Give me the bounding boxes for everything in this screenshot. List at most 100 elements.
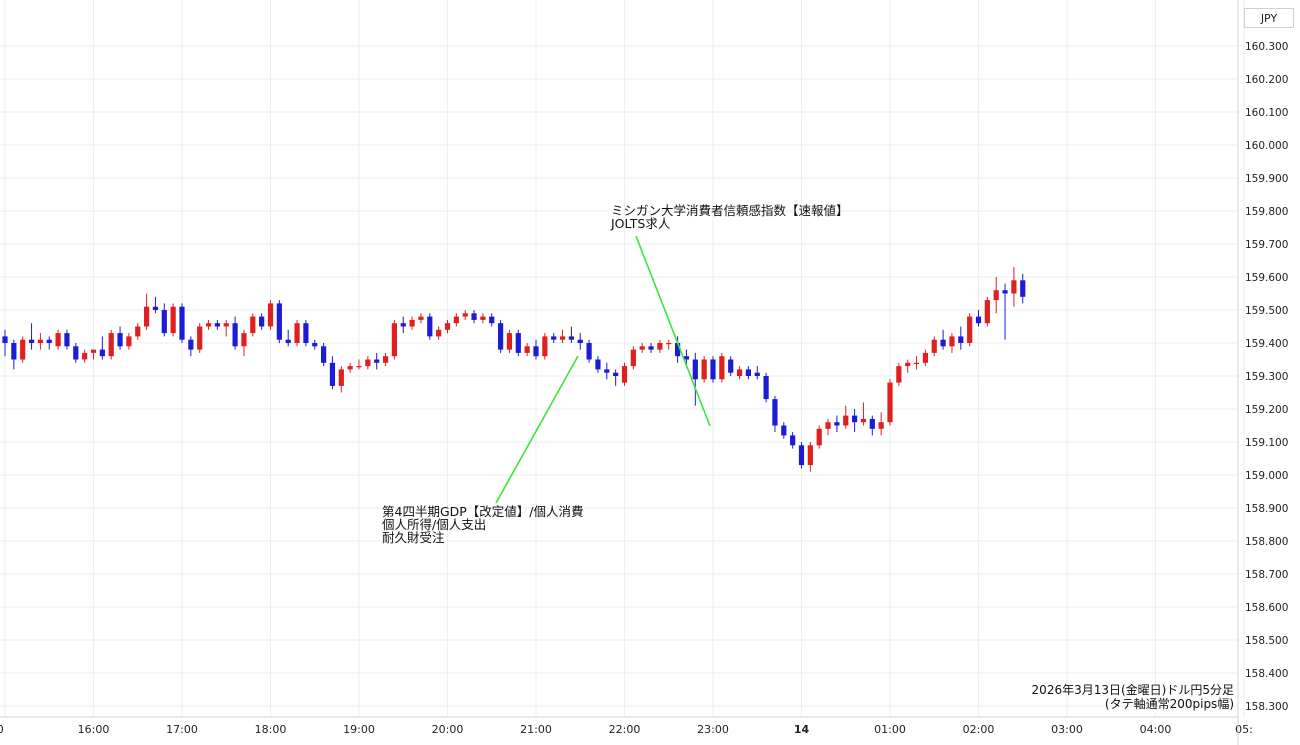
candle-body <box>444 323 451 330</box>
candle-body <box>356 366 362 368</box>
x-tick-label: 04:00 <box>1140 723 1172 736</box>
candle-body <box>639 346 645 350</box>
candle-body <box>967 316 973 343</box>
candle-body <box>1011 280 1017 294</box>
candle-body <box>524 346 530 353</box>
candle-body <box>506 333 513 350</box>
candle-body <box>276 303 282 340</box>
candle-body <box>869 418 875 429</box>
x-tick-label: 19:00 <box>343 723 375 736</box>
candle-body <box>692 359 698 380</box>
y-tick-label: 158.600 <box>1245 602 1288 614</box>
candle-body <box>816 428 822 446</box>
candle-body <box>462 313 468 317</box>
candle-body <box>329 362 336 386</box>
candle-body <box>630 349 636 367</box>
candle-body <box>64 333 70 347</box>
y-tick-label: 159.300 <box>1245 371 1288 383</box>
candle-body <box>427 316 433 337</box>
x-tick-label: 16:00 <box>78 723 110 736</box>
candle-body <box>559 336 566 340</box>
x-tick-label: 17:00 <box>166 723 198 736</box>
y-axis: 160.300 160.200 160.100 160.000 159.900 159.8… <box>1237 0 1288 745</box>
candle-body <box>852 415 858 423</box>
y-tick-label: 159.100 <box>1245 437 1288 449</box>
x-tick-label: 20:00 <box>432 723 464 736</box>
candle-body <box>312 343 318 347</box>
annotation-michigan-line1: ミシガン大学消費者信頼感指数【速報値】 <box>611 203 849 218</box>
candle-body <box>657 343 663 350</box>
x-axis: :00 16:00 17:00 18:00 19:00 20:00 21:00 22:00 23… <box>0 716 1253 736</box>
candle-body <box>170 306 176 334</box>
candle-body <box>303 323 309 343</box>
annotation-gdp-line2: 個人所得/個人支出 <box>382 517 487 532</box>
annotation-line-michigan <box>635 235 711 427</box>
y-tick-label: 159.900 <box>1245 173 1288 185</box>
annotation-lines <box>495 235 711 504</box>
candle-body <box>37 339 43 343</box>
candle-body <box>949 336 955 347</box>
candle-body <box>1020 280 1026 297</box>
annotation-michigan: ミシガン大学消費者信頼感指数【速報値】 JOLTS求人 <box>611 204 849 230</box>
candle-body <box>666 343 672 345</box>
candle-body <box>595 359 601 370</box>
candle-body <box>745 369 751 376</box>
candle-body <box>984 300 990 324</box>
candle-body <box>736 369 743 376</box>
candle-body <box>790 435 796 446</box>
candle-body <box>807 445 813 466</box>
chart-caption: 2026年3月13日(金曜日)ドル円5分足 (タテ軸通常200pips幅) <box>1032 683 1234 711</box>
x-tick-label: 18:00 <box>255 723 287 736</box>
candle-body <box>453 316 459 324</box>
candle-body <box>436 329 442 337</box>
annotation-gdp: 第4四半期GDP【改定値】/個人消費 個人所得/個人支出 耐久財受注 <box>382 505 584 544</box>
candle-body <box>285 339 291 343</box>
candle-body <box>365 359 371 367</box>
candle-body <box>241 333 247 347</box>
candle-body <box>577 339 583 343</box>
candle-body <box>90 349 97 353</box>
candle-body <box>205 323 212 327</box>
candle-body <box>860 418 867 423</box>
annotation-line-gdp <box>495 355 579 504</box>
candle-body <box>188 339 194 350</box>
candle-body <box>108 333 114 357</box>
candle-body <box>480 316 486 320</box>
caption-line2: (タテ軸通常200pips幅) <box>1104 697 1234 711</box>
y-tick-label: 160.300 <box>1245 41 1288 53</box>
candle-body <box>161 310 167 334</box>
y-tick-label: 160.100 <box>1245 107 1288 119</box>
y-tick-label: 159.500 <box>1245 305 1288 317</box>
y-tick-label: 158.700 <box>1245 569 1288 581</box>
x-tick-label: 03:00 <box>1051 723 1083 736</box>
candle-body <box>179 306 185 340</box>
candle-body <box>896 366 902 383</box>
candle-body <box>374 359 380 363</box>
candle-body <box>887 382 893 423</box>
candle-body <box>975 316 982 324</box>
currency-label[interactable]: JPY <box>1244 8 1294 28</box>
candle-body <box>913 362 920 364</box>
y-tick-label: 158.400 <box>1245 668 1288 680</box>
candle-body <box>46 339 52 343</box>
candle-body <box>471 313 477 320</box>
candle-body <box>825 422 831 429</box>
candle-body <box>621 366 628 383</box>
candle-body <box>993 290 999 301</box>
candle-body <box>391 323 397 357</box>
candle-body <box>754 372 760 376</box>
candle-body <box>197 326 203 350</box>
candle-body <box>905 362 911 367</box>
candle-body <box>382 356 389 363</box>
candle-body <box>347 366 353 370</box>
candle-body <box>232 323 238 347</box>
candle-body <box>772 399 778 426</box>
candle-body <box>489 316 495 324</box>
candle-body <box>28 339 35 343</box>
candle-body <box>55 333 61 347</box>
candle-body <box>498 323 504 350</box>
y-tick-label: 160.000 <box>1245 140 1288 152</box>
x-tick-label: 05: <box>1235 723 1253 736</box>
candle-body <box>418 316 424 320</box>
